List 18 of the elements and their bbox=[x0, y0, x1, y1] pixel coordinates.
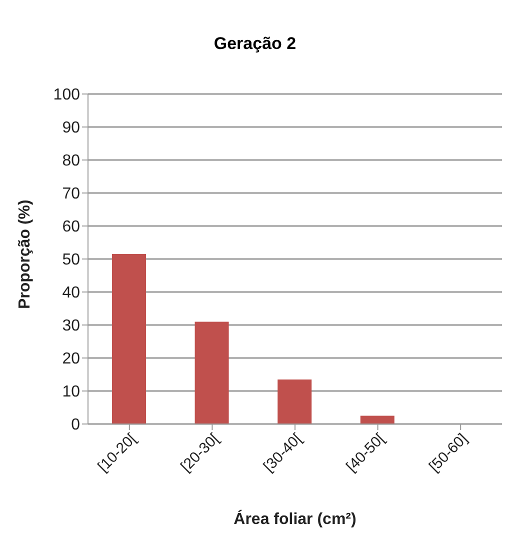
y-tick-label: 10 bbox=[62, 384, 80, 401]
y-tick-label: 100 bbox=[53, 86, 80, 104]
x-axis-title: Área foliar (cm²) bbox=[234, 509, 356, 528]
y-tick-label: 30 bbox=[62, 318, 80, 335]
chart-title: Geração 2 bbox=[212, 33, 298, 55]
y-tick-label: 70 bbox=[62, 186, 80, 203]
bar bbox=[360, 416, 394, 424]
bar bbox=[194, 322, 229, 424]
bar bbox=[278, 379, 312, 424]
y-tick-label: 20 bbox=[62, 350, 80, 368]
y-tick-label: 50 bbox=[62, 252, 80, 269]
y-axis-title: Proporção (%) bbox=[16, 200, 34, 309]
y-tick-label: 80 bbox=[62, 152, 80, 170]
y-tick-label: 0 bbox=[71, 416, 80, 434]
y-tick-label: 90 bbox=[62, 120, 80, 137]
y-tick-label: 60 bbox=[62, 218, 80, 236]
bar bbox=[112, 254, 146, 424]
y-tick-label: 40 bbox=[62, 284, 80, 302]
